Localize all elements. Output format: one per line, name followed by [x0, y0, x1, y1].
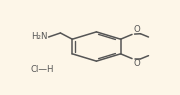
Text: H₂N: H₂N — [31, 32, 48, 41]
Text: Cl—H: Cl—H — [30, 65, 54, 74]
Text: O: O — [133, 25, 140, 34]
Text: O: O — [133, 59, 140, 68]
